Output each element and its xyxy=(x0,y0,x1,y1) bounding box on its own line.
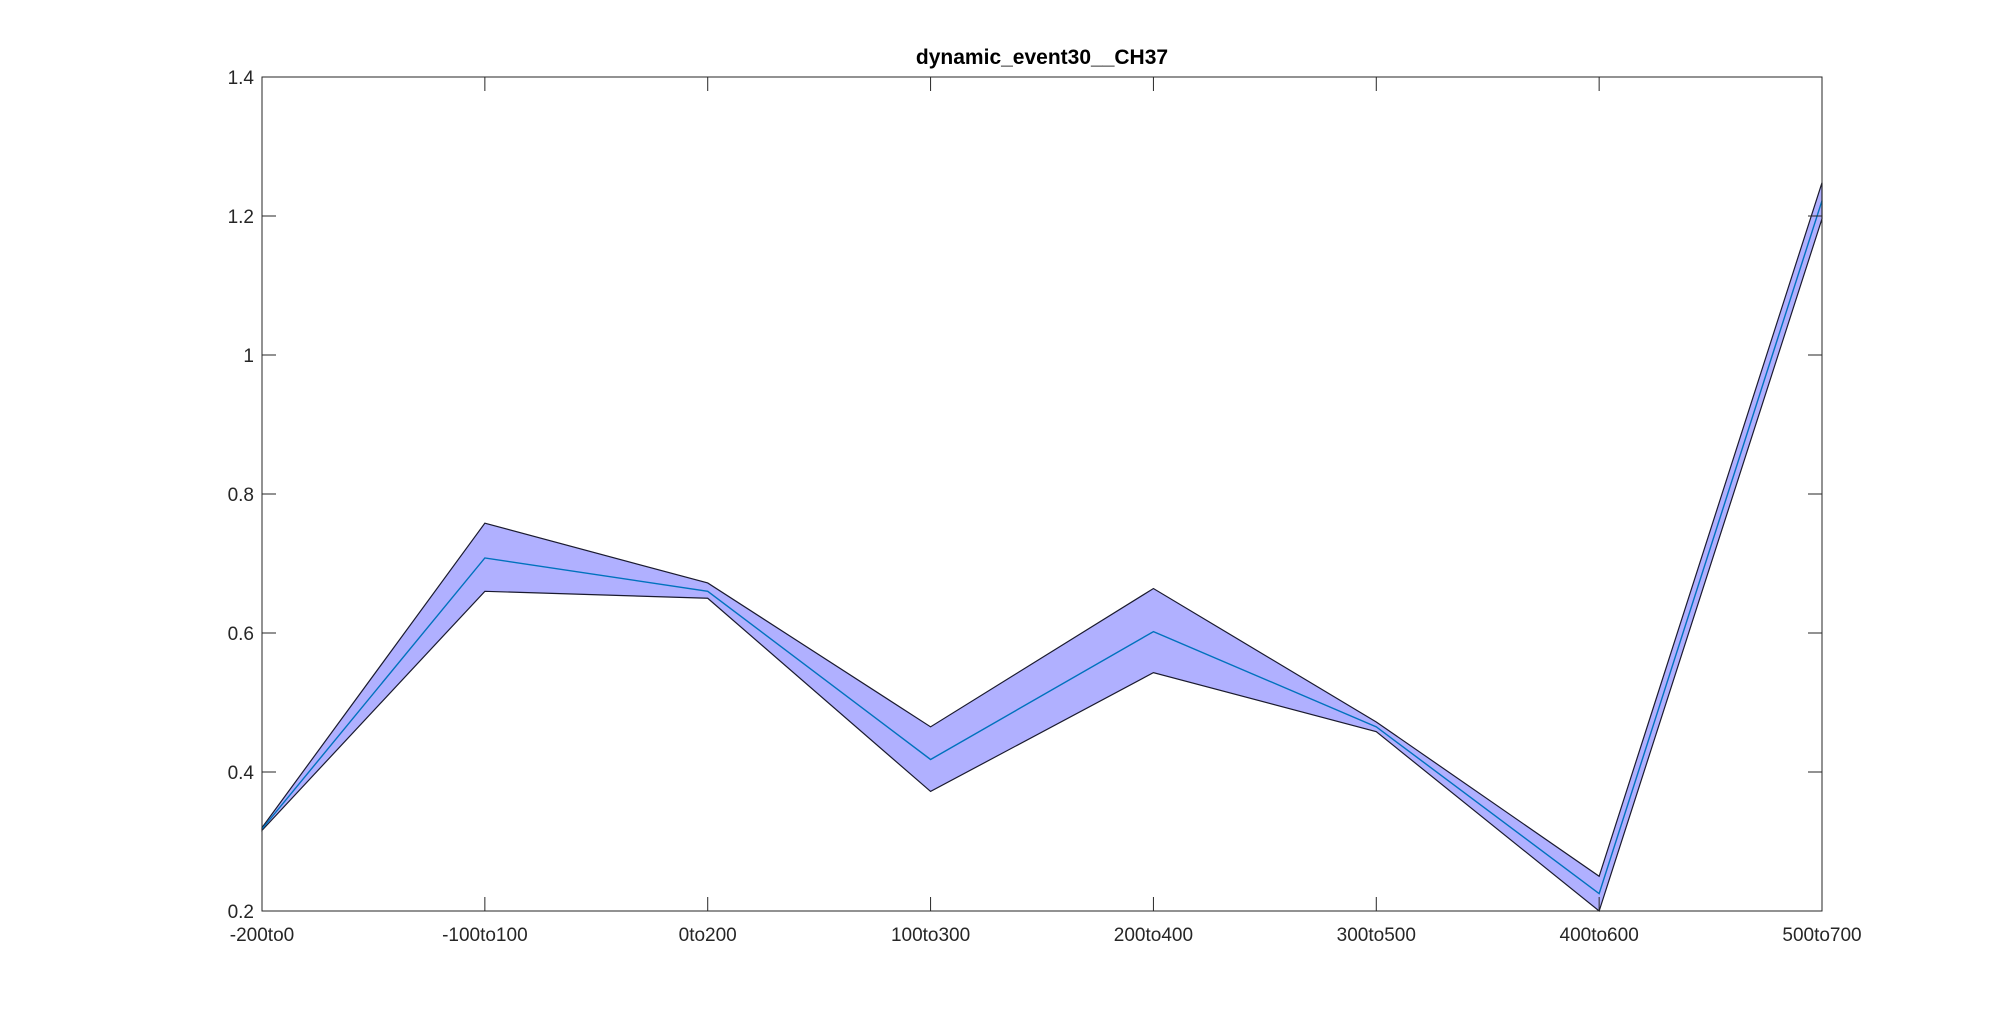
x-tick-label: 100to300 xyxy=(891,925,970,946)
y-tick-label: 0.2 xyxy=(228,902,254,923)
plot-frame xyxy=(262,77,1822,911)
x-tick-label: 500to700 xyxy=(1782,925,1861,946)
x-tick-label: 300to500 xyxy=(1337,925,1416,946)
y-tick-label: 0.6 xyxy=(228,624,254,645)
x-tick-label: -200to0 xyxy=(230,925,294,946)
axes xyxy=(262,77,1822,911)
x-tick-label: -100to100 xyxy=(442,925,528,946)
band-area xyxy=(262,183,1822,911)
x-axis-ticks: -200to0 -100to100 0to200 100to300 200to400 30… xyxy=(230,77,1862,946)
x-tick-label: 200to400 xyxy=(1114,925,1193,946)
confidence-band xyxy=(262,183,1822,911)
x-tick-label: 0to200 xyxy=(679,925,737,946)
y-tick-label: 1.2 xyxy=(228,207,254,228)
y-tick-label: 0.8 xyxy=(228,485,254,506)
y-axis-ticks: 0.2 0.4 0.6 0.8 1 1.2 1.4 xyxy=(228,68,1822,923)
y-tick-label: 0.4 xyxy=(228,763,255,784)
y-tick-label: 1.4 xyxy=(228,68,255,89)
chart-title: dynamic_event30__CH37 xyxy=(916,46,1168,69)
x-tick-label: 400to600 xyxy=(1560,925,1639,946)
y-tick-label: 1 xyxy=(243,346,254,367)
